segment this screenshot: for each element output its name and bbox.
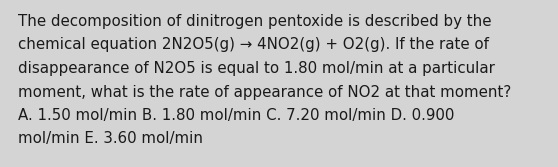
Text: disappearance of N2O5 is equal to 1.80 mol/min at a particular: disappearance of N2O5 is equal to 1.80 m… [18,61,495,76]
Text: mol/min E. 3.60 mol/min: mol/min E. 3.60 mol/min [18,131,203,146]
Text: chemical equation 2N2O5(g) → 4NO2(g) + O2(g). If the rate of: chemical equation 2N2O5(g) → 4NO2(g) + O… [18,38,489,52]
Text: moment, what is the rate of appearance of NO2 at that moment?: moment, what is the rate of appearance o… [18,85,511,100]
Text: The decomposition of dinitrogen pentoxide is described by the: The decomposition of dinitrogen pentoxid… [18,14,492,29]
Text: A. 1.50 mol/min B. 1.80 mol/min C. 7.20 mol/min D. 0.900: A. 1.50 mol/min B. 1.80 mol/min C. 7.20 … [18,108,454,123]
